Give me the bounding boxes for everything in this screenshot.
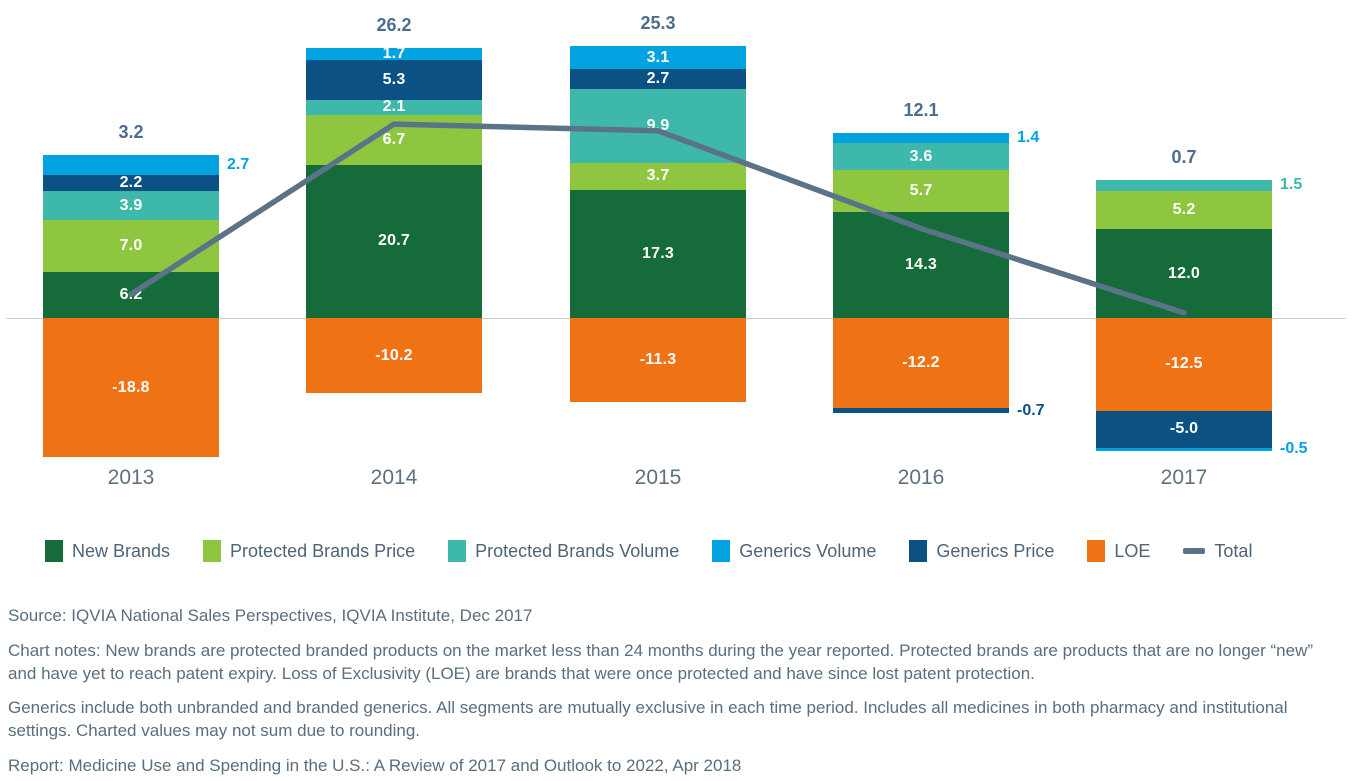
legend-swatch-rect xyxy=(712,540,731,562)
segment-protected-brands-volume-2016: 3.6 xyxy=(833,143,1009,170)
segment-value-outside: -0.7 xyxy=(1017,401,1045,419)
legend-label: Total xyxy=(1214,540,1253,561)
segment-protected-brands-volume-2017 xyxy=(1096,179,1272,191)
legend-label: Generics Price xyxy=(936,540,1055,561)
chart-legend: New Brands Protected Brands Price Protecte… xyxy=(45,540,1252,562)
segment-protected-brands-price-2015: 3.7 xyxy=(570,162,746,190)
segment-new-brands-2015: 17.3 xyxy=(570,189,746,318)
total-value-label: 12.1 xyxy=(903,100,939,120)
legend-label: Protected Brands Price xyxy=(230,540,416,561)
legend-item-loe: LOE xyxy=(1087,540,1150,562)
segment-generics-volume-2014: 1.7 xyxy=(306,45,482,62)
segment-protected-brands-price-2013: 7.0 xyxy=(43,220,219,273)
legend-swatch-line xyxy=(1183,548,1206,554)
segment-loe-2017: -12.5 xyxy=(1096,318,1272,411)
segment-protected-brands-volume-2015: 9.9 xyxy=(570,89,746,163)
legend-label: Generics Volume xyxy=(739,540,877,561)
legend-swatch-rect xyxy=(909,540,928,562)
legend-item-protected-brands-volume: Protected Brands Volume xyxy=(448,540,679,562)
segment-protected-brands-volume-2014: 2.1 xyxy=(306,98,482,115)
total-value-label: 26.2 xyxy=(376,14,412,35)
segment-generics-price-2015: 2.7 xyxy=(570,69,746,90)
segment-generics-price-2017: -5.0 xyxy=(1096,410,1272,448)
segment-generics-price-2013: 2.2 xyxy=(43,174,219,192)
legend-item-generics-price: Generics Price xyxy=(909,540,1054,562)
source-note: Source: IQVIA National Sales Perspective… xyxy=(8,606,533,625)
segment-loe-2016: -12.2 xyxy=(833,318,1009,409)
segment-generics-volume-2016 xyxy=(833,133,1009,144)
legend-item-new-brands: New Brands xyxy=(45,540,170,562)
segment-protected-brands-volume-2013: 3.9 xyxy=(43,191,219,221)
segment-protected-brands-price-2017: 5.2 xyxy=(1096,190,1272,230)
legend-swatch-rect xyxy=(1087,540,1106,562)
segment-protected-brands-price-2014: 6.7 xyxy=(306,115,482,165)
total-value-label: 0.7 xyxy=(1171,146,1197,167)
chart-note-2: Generics include both unbranded and bran… xyxy=(8,698,1288,741)
total-value-label: 3.2 xyxy=(118,122,144,143)
legend-label: Protected Brands Volume xyxy=(475,540,680,561)
segment-protected-brands-price-2016: 5.7 xyxy=(833,170,1009,213)
stacked-bar-chart: 6.2 7.0 3.9 2.2 -18.8 2013 20.7 6.7 2.1 5.3 1.7 -10… xyxy=(6,13,1346,489)
legend-item-generics-volume: Generics Volume xyxy=(712,540,876,562)
segment-generics-price-2014: 5.3 xyxy=(306,60,482,100)
segment-generics-volume-2015: 3.1 xyxy=(570,46,746,70)
x-axis-label-2013: 2013 xyxy=(107,466,155,489)
x-axis-label-2015: 2015 xyxy=(634,466,682,489)
legend-item-total: Total xyxy=(1183,541,1252,562)
segment-loe-2013: -18.8 xyxy=(43,318,219,458)
segment-new-brands-2014: 20.7 xyxy=(306,164,482,318)
legend-item-protected-brands-price: Protected Brands Price xyxy=(203,540,415,562)
chart-notes: Source: IQVIA National Sales Perspective… xyxy=(8,605,1344,781)
segment-generics-volume-2017 xyxy=(1096,447,1272,452)
x-axis-label-2016: 2016 xyxy=(897,466,945,489)
report-note: Report: Medicine Use and Spending in the… xyxy=(8,755,742,775)
segment-generics-price-2016 xyxy=(833,408,1009,414)
segment-new-brands-2013: 6.2 xyxy=(43,272,219,318)
x-axis-label-2017: 2017 xyxy=(1160,466,1208,489)
total-value-label: 25.3 xyxy=(640,13,676,34)
segment-loe-2014: -10.2 xyxy=(306,318,482,394)
legend-label: LOE xyxy=(1114,540,1151,561)
legend-swatch-rect xyxy=(448,540,467,562)
segment-new-brands-2017: 12.0 xyxy=(1096,229,1272,318)
segment-loe-2015: -11.3 xyxy=(570,318,746,402)
x-axis-label-2014: 2014 xyxy=(370,466,418,489)
legend-swatch-rect xyxy=(203,540,222,562)
segment-value-outside: 1.5 xyxy=(1280,176,1303,194)
segment-value-outside: 1.4 xyxy=(1017,129,1040,147)
segment-value-outside: -0.5 xyxy=(1280,440,1308,458)
segment-value-outside: 2.7 xyxy=(227,156,250,174)
legend-label: New Brands xyxy=(72,540,171,561)
segment-generics-volume-2013 xyxy=(43,155,219,176)
legend-swatch-rect xyxy=(45,540,63,562)
segment-new-brands-2016: 14.3 xyxy=(833,212,1009,318)
chart-note-1: Chart notes: New brands are protected br… xyxy=(8,640,1314,683)
